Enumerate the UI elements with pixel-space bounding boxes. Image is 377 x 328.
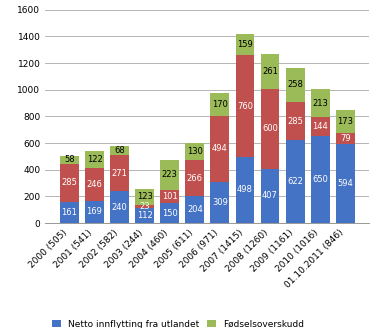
Bar xyxy=(85,168,104,200)
Bar xyxy=(60,156,79,164)
Text: 173: 173 xyxy=(337,117,353,126)
Bar xyxy=(135,189,154,205)
Bar xyxy=(110,155,129,191)
Bar xyxy=(210,116,229,182)
Text: 112: 112 xyxy=(137,211,153,220)
Text: 261: 261 xyxy=(262,67,278,76)
Bar xyxy=(110,146,129,155)
Text: 285: 285 xyxy=(287,117,303,126)
Bar xyxy=(210,93,229,116)
Bar xyxy=(60,164,79,202)
Text: 309: 309 xyxy=(212,198,228,207)
Bar xyxy=(135,208,154,223)
Text: 159: 159 xyxy=(237,40,253,49)
Bar xyxy=(286,68,305,102)
Text: 213: 213 xyxy=(312,98,328,108)
Text: 594: 594 xyxy=(337,179,353,188)
Text: 650: 650 xyxy=(312,175,328,184)
Text: 23: 23 xyxy=(139,202,150,211)
Text: 622: 622 xyxy=(287,177,303,186)
Bar xyxy=(135,205,154,208)
Bar xyxy=(311,89,329,117)
Text: 285: 285 xyxy=(61,178,77,187)
Text: 170: 170 xyxy=(212,100,228,109)
Bar xyxy=(85,200,104,223)
Bar xyxy=(160,203,179,223)
Bar xyxy=(160,190,179,203)
Bar xyxy=(311,117,329,136)
Bar xyxy=(311,136,329,223)
Bar xyxy=(185,196,204,223)
Text: 79: 79 xyxy=(340,134,351,143)
Text: 150: 150 xyxy=(162,209,178,217)
Text: 600: 600 xyxy=(262,124,278,133)
Text: 58: 58 xyxy=(64,155,75,164)
Text: 271: 271 xyxy=(112,169,127,177)
Bar xyxy=(261,89,279,169)
Bar xyxy=(336,144,355,223)
Text: 498: 498 xyxy=(237,185,253,195)
Text: 161: 161 xyxy=(61,208,77,217)
Text: 68: 68 xyxy=(114,146,125,155)
Text: 130: 130 xyxy=(187,147,203,156)
Text: 266: 266 xyxy=(187,174,203,183)
Text: 258: 258 xyxy=(287,80,303,90)
Bar xyxy=(210,182,229,223)
Text: 240: 240 xyxy=(112,203,127,212)
Text: 760: 760 xyxy=(237,102,253,111)
Bar xyxy=(236,157,254,223)
Bar xyxy=(261,169,279,223)
Bar xyxy=(286,140,305,223)
Bar xyxy=(160,160,179,190)
Text: 169: 169 xyxy=(87,207,103,216)
Text: 223: 223 xyxy=(162,170,178,179)
Bar xyxy=(336,133,355,144)
Bar xyxy=(60,202,79,223)
Bar xyxy=(336,110,355,133)
Text: 101: 101 xyxy=(162,192,178,201)
Bar xyxy=(85,152,104,168)
Bar xyxy=(185,143,204,160)
Bar xyxy=(185,160,204,196)
Bar xyxy=(261,54,279,89)
Text: 204: 204 xyxy=(187,205,203,214)
Text: 407: 407 xyxy=(262,192,278,200)
Bar xyxy=(236,34,254,55)
Bar xyxy=(110,191,129,223)
Text: 494: 494 xyxy=(212,144,228,154)
Bar xyxy=(236,55,254,157)
Text: 123: 123 xyxy=(137,192,153,201)
Text: 246: 246 xyxy=(87,180,103,189)
Bar xyxy=(286,102,305,140)
Text: 144: 144 xyxy=(313,122,328,131)
Text: 122: 122 xyxy=(87,155,102,164)
Legend: Netto innflytting fra utlandet, Netto innflytting - innenlands, Fødselsoverskudd: Netto innflytting fra utlandet, Netto in… xyxy=(50,318,306,328)
